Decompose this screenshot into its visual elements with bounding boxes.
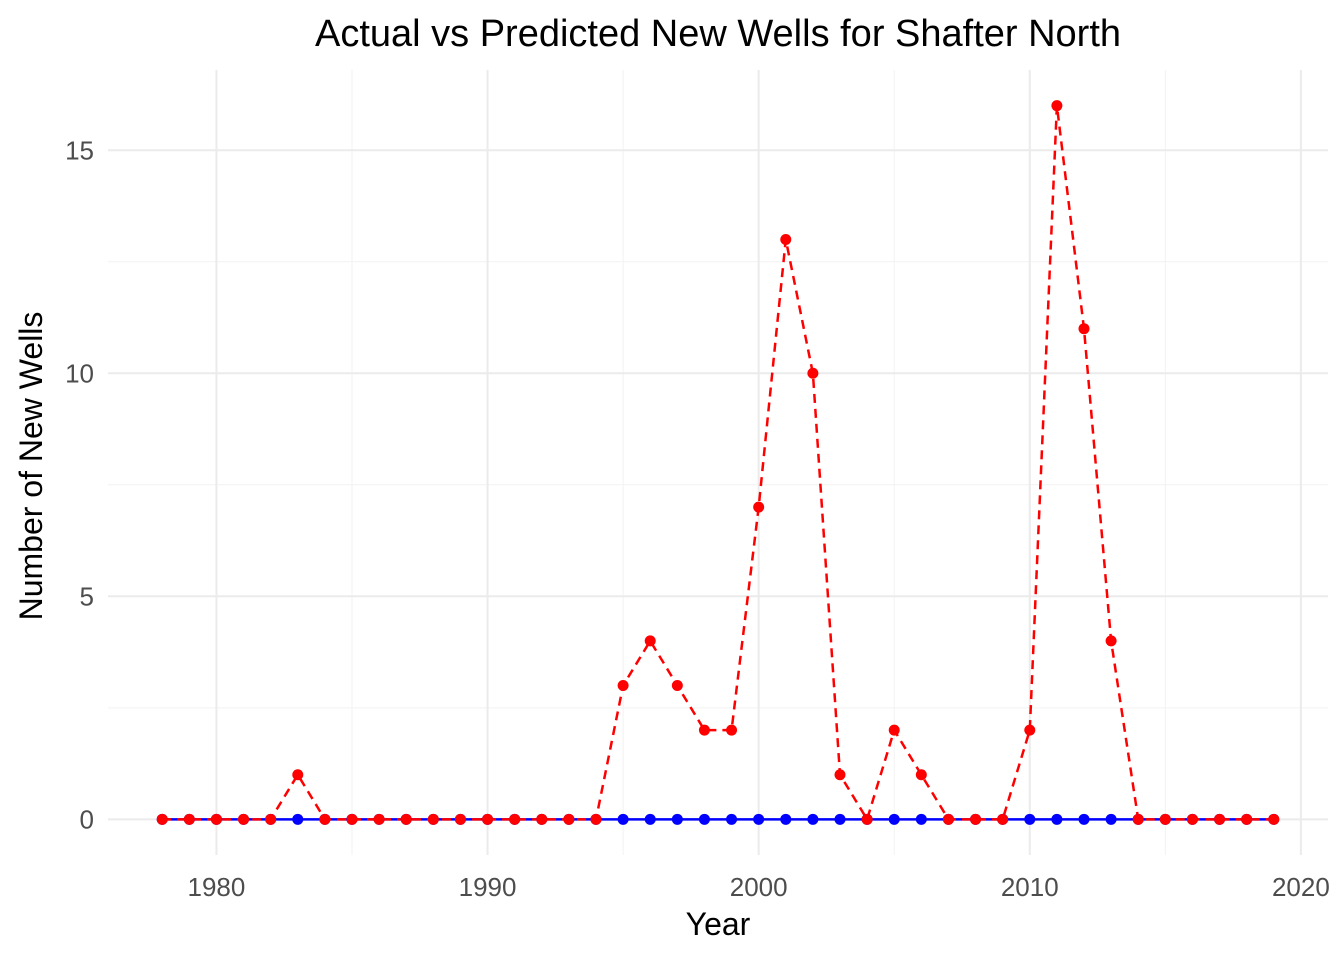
series-2-point [238, 813, 250, 825]
x-axis-title: Year [686, 906, 751, 942]
series-1-point [1024, 813, 1036, 825]
x-tick-label: 2010 [1001, 872, 1059, 902]
series-1-point [915, 813, 927, 825]
series-1-point [834, 813, 846, 825]
series-1-point [292, 813, 304, 825]
series-2-point [319, 813, 331, 825]
series-2-point [1132, 813, 1144, 825]
series-2-line [162, 105, 1274, 823]
series-2-point [1159, 813, 1171, 825]
series-2-point [753, 501, 765, 513]
series-2-point [780, 233, 792, 245]
y-tick-label: 10 [65, 358, 94, 388]
series-2-point [509, 813, 521, 825]
series-1-point [753, 813, 765, 825]
series-2-point [1078, 323, 1090, 335]
series-2-point [1214, 813, 1226, 825]
series-1-point [698, 813, 710, 825]
series-1-point [644, 813, 656, 825]
series-1-point [617, 813, 629, 825]
series-2-point [644, 635, 656, 647]
series-2-point [1241, 813, 1253, 825]
series-1-point [780, 813, 792, 825]
series-layer [156, 100, 1280, 825]
series-2-point [265, 813, 277, 825]
series-2-point [807, 367, 819, 379]
major-gridlines [108, 70, 1328, 855]
series-1-point [726, 813, 738, 825]
series-2-point [942, 813, 954, 825]
series-2-point [563, 813, 575, 825]
series-1-point [1078, 813, 1090, 825]
series-2-point [400, 813, 412, 825]
series-2-point [346, 813, 358, 825]
y-tick-label: 15 [65, 135, 94, 165]
series-2-point [726, 724, 738, 736]
x-tick-label: 2000 [730, 872, 788, 902]
tick-labels: 1980 1990 2000 2010 2020 0 5 10 15 [65, 135, 1330, 902]
x-tick-label: 1990 [459, 872, 517, 902]
x-tick-label: 2020 [1272, 872, 1330, 902]
series-2-point [156, 813, 168, 825]
series-2-point [292, 769, 304, 781]
series-2-point [888, 724, 900, 736]
series-2-point [970, 813, 982, 825]
series-1-point [807, 813, 819, 825]
series-2-point [536, 813, 548, 825]
series-2-point [617, 680, 629, 692]
series-2-point [210, 813, 222, 825]
chart-title: Actual vs Predicted New Wells for Shafte… [315, 13, 1121, 55]
series-1-point [888, 813, 900, 825]
series-2-point [671, 680, 683, 692]
series-2-point [427, 813, 439, 825]
series-2-point [698, 724, 710, 736]
series-2-point [183, 813, 195, 825]
series-2-point [1024, 724, 1036, 736]
y-axis-title: Number of New Wells [13, 312, 49, 621]
series-1-point [1105, 813, 1117, 825]
series-2-point [454, 813, 466, 825]
series-2-point [482, 813, 494, 825]
series-2-point [834, 769, 846, 781]
series-2-point [997, 813, 1009, 825]
series-2-point [915, 769, 927, 781]
series-2-point [861, 813, 873, 825]
series-2-point [1268, 813, 1280, 825]
series-2-point [373, 813, 385, 825]
series-1-point [671, 813, 683, 825]
series-2-point [1051, 100, 1063, 112]
series-2-point [1105, 635, 1117, 647]
y-tick-label: 0 [80, 804, 94, 834]
y-tick-label: 5 [80, 581, 94, 611]
x-tick-label: 1980 [188, 872, 246, 902]
minor-gridlines [108, 70, 1328, 855]
series-2-point [590, 813, 602, 825]
series-1-point [1051, 813, 1063, 825]
series-2-point [1186, 813, 1198, 825]
